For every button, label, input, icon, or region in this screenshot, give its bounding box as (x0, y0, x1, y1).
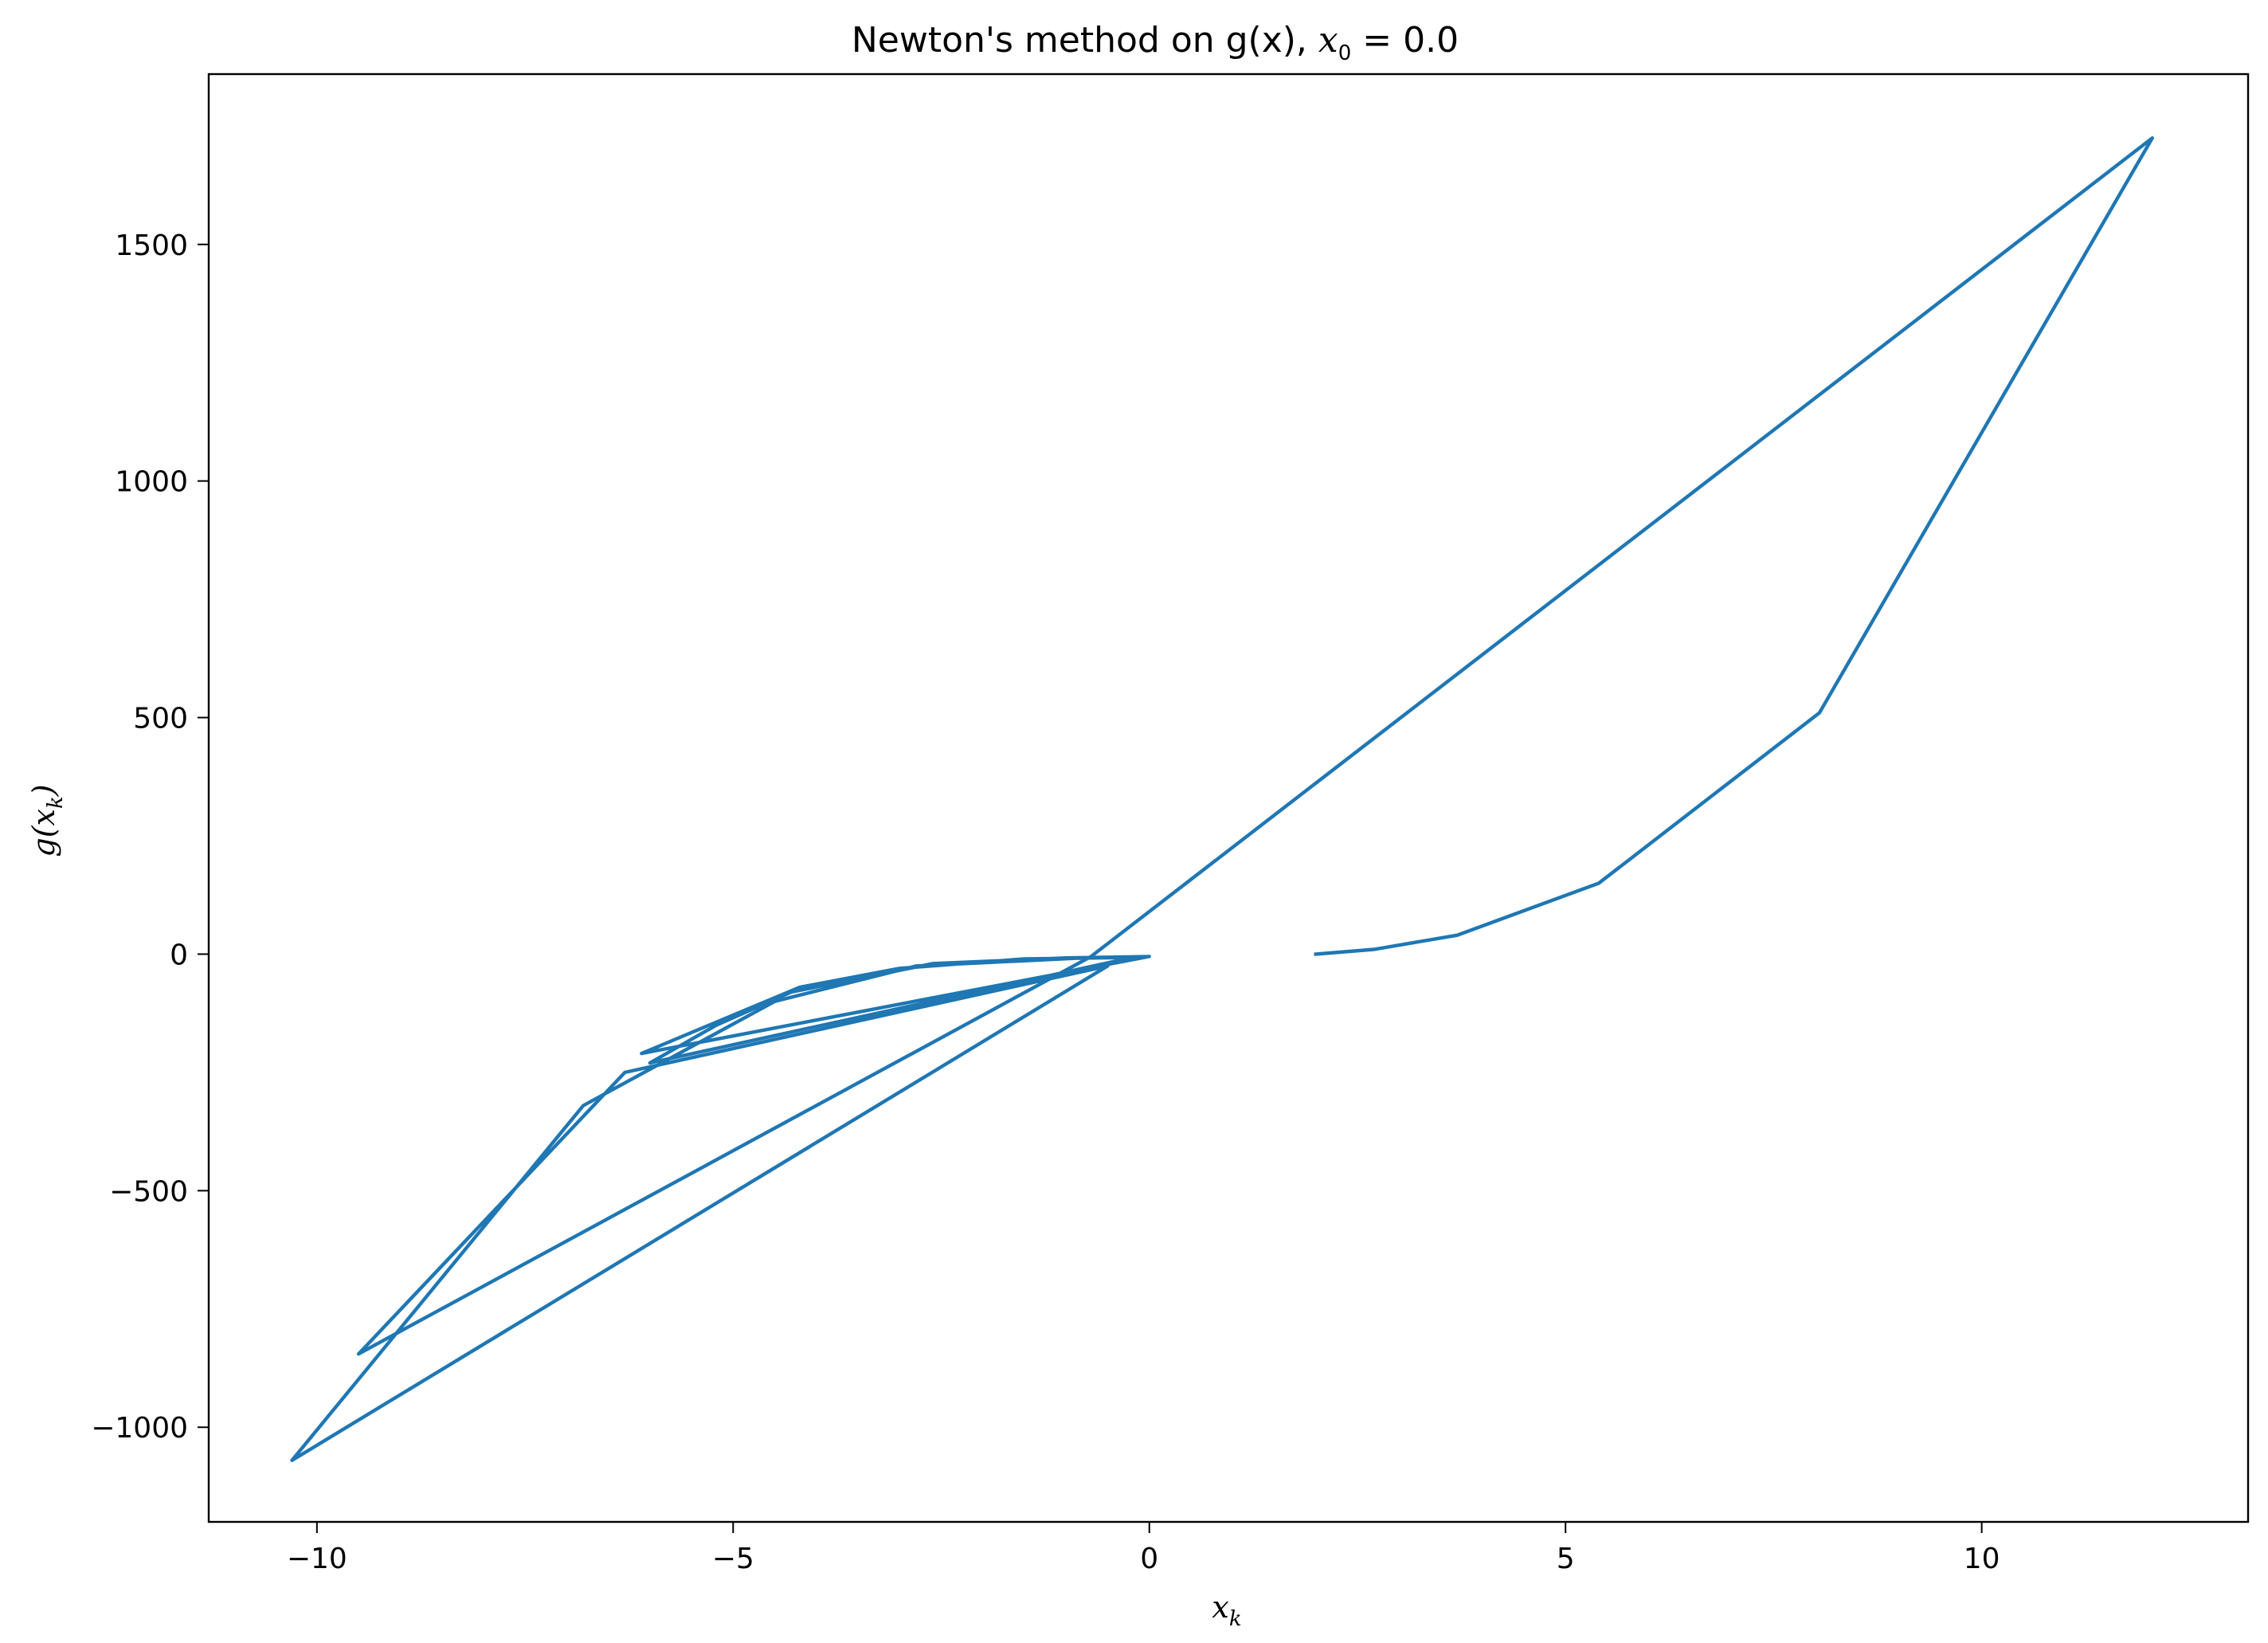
x-tick-label: 5 (1557, 1543, 1575, 1575)
y-tick-label: −500 (109, 1175, 188, 1208)
x-axis-ticks: −10 −5 0 5 10 (287, 1522, 2000, 1575)
y-tick-label: 1000 (115, 466, 188, 499)
y-axis-ticks: −1000 −500 0 500 1000 1500 (91, 229, 209, 1445)
plot-area (207, 73, 2250, 1523)
y-tick-label: −1000 (91, 1412, 188, 1445)
y-axis-label: g(xk) (26, 784, 68, 857)
x-tick-label: 0 (1140, 1543, 1158, 1575)
x-tick-label: −5 (712, 1543, 754, 1575)
series-line (290, 136, 2154, 1462)
y-tick-label: 500 (133, 703, 188, 735)
chart-title: Newton's method on g(x), x0 = 0.0 (852, 20, 1459, 65)
y-tick-label: 1500 (115, 229, 188, 262)
y-tick-label: 0 (170, 939, 188, 971)
x-tick-label: 10 (1964, 1543, 2000, 1575)
x-tick-label: −10 (287, 1543, 347, 1575)
x-axis-label: xk (1212, 1590, 1241, 1631)
